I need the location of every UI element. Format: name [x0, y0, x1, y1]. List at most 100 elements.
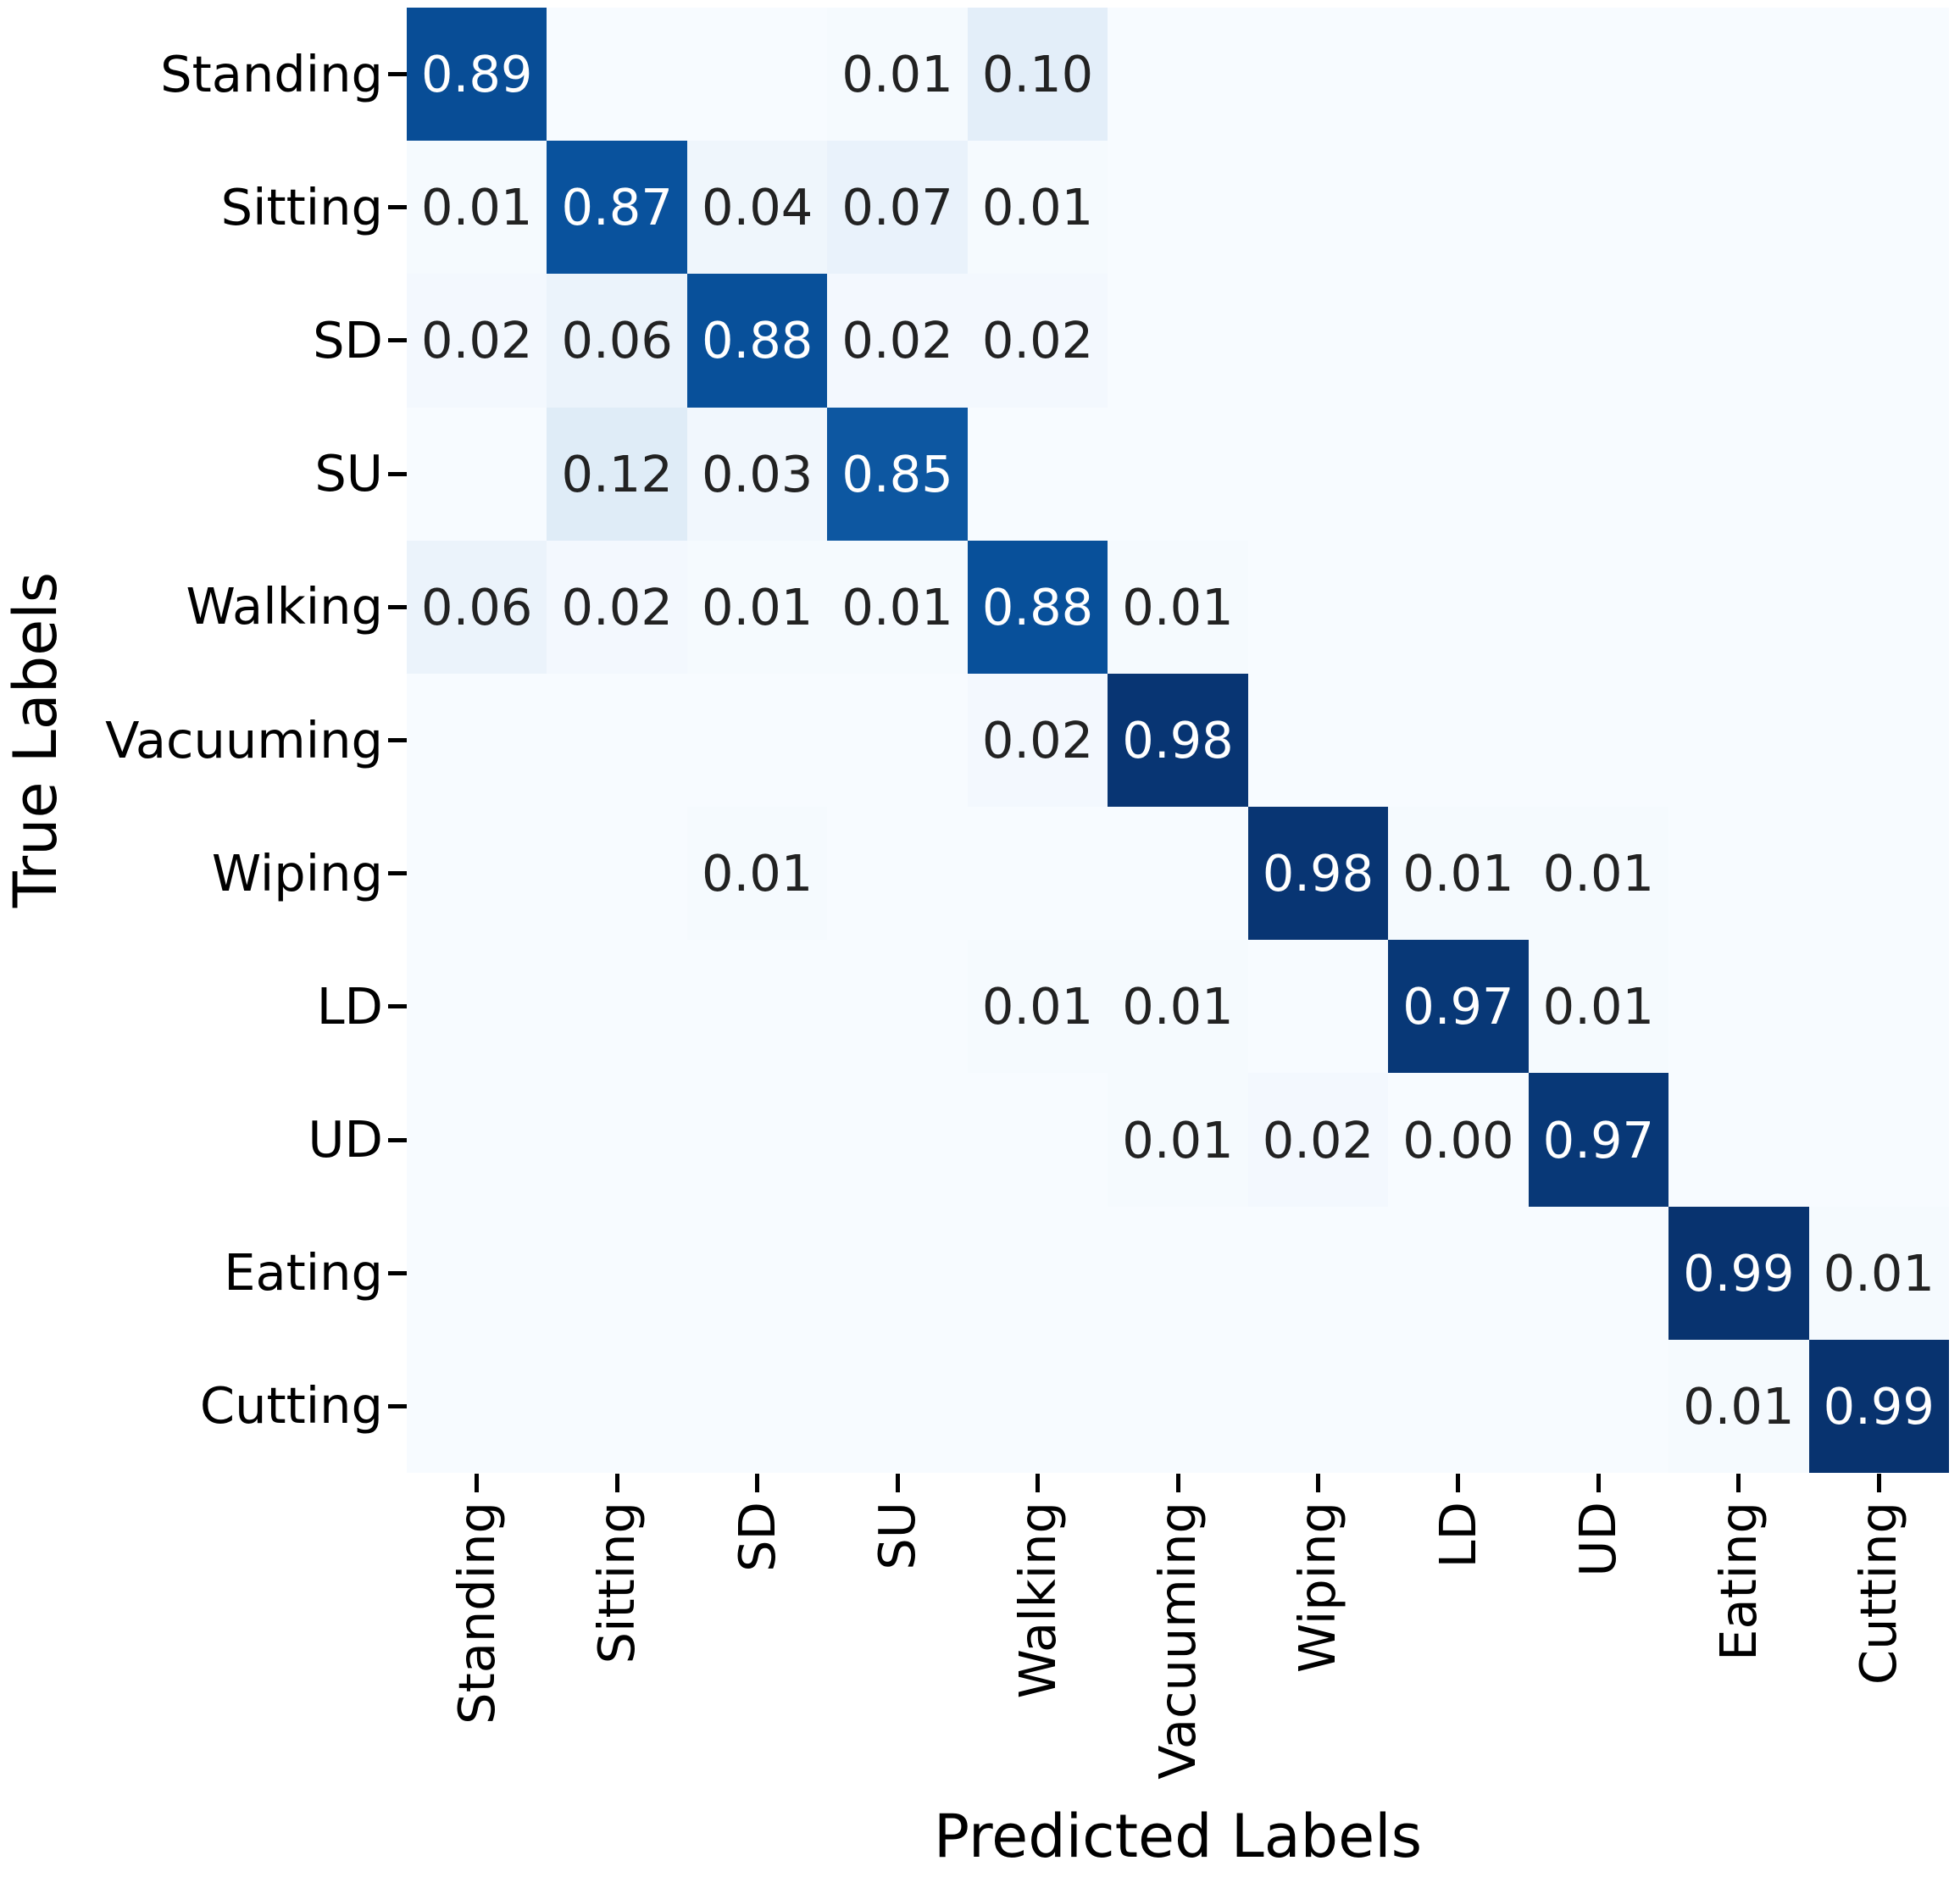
- heatmap-grid: 0.89 0.01 0.10 0.01 0.87 0.04 0.07 0.01 0.02 0.06…: [407, 8, 1949, 1473]
- cell-SD-Wiping: [1247, 274, 1389, 408]
- cell-Eating-Walking: [967, 1206, 1108, 1340]
- cell-SU-Wiping: [1247, 407, 1389, 541]
- cell-SD-Eating: [1668, 274, 1809, 408]
- cell-Walking-Cutting: [1808, 540, 1949, 674]
- cell-Vacuuming-Sitting: [547, 673, 687, 808]
- cell-SU-LD: [1388, 407, 1529, 541]
- y-tick-label-Walking: Walking: [186, 577, 383, 636]
- cell-UD-Vacuuming: 0.01: [1108, 1073, 1248, 1207]
- cell-Walking-UD: [1528, 540, 1669, 674]
- cell-Vacuuming-SD: [686, 673, 828, 808]
- cell-Walking-Walking: 0.88: [967, 540, 1108, 674]
- y-tick-mark: [388, 604, 407, 609]
- cell-Vacuuming-LD: [1388, 673, 1529, 808]
- cell-Vacuuming-Vacuuming: 0.98: [1108, 673, 1248, 808]
- cell-Vacuuming-SU: [827, 673, 968, 808]
- cell-Standing-Cutting: [1808, 8, 1949, 142]
- cell-Wiping-UD: 0.01: [1528, 807, 1669, 941]
- cell-Eating-SD: [686, 1206, 828, 1340]
- y-tick-mark: [388, 1004, 407, 1009]
- y-tick-label-Sitting: Sitting: [220, 177, 383, 236]
- cell-Vacuuming-UD: [1528, 673, 1669, 808]
- cell-Walking-LD: [1388, 540, 1529, 674]
- x-tick-mark: [1175, 1474, 1180, 1492]
- cell-Sitting-UD: [1528, 141, 1669, 275]
- x-tick-label-Standing: Standing: [447, 1502, 506, 1725]
- cell-Vacuuming-Eating: [1668, 673, 1809, 808]
- cell-Sitting-SD: 0.04: [686, 141, 828, 275]
- cell-UD-SU: [827, 1073, 968, 1207]
- cell-Standing-LD: [1388, 8, 1529, 142]
- x-tick-mark: [1036, 1474, 1041, 1492]
- cell-Standing-Wiping: [1247, 8, 1389, 142]
- y-tick-label-LD: LD: [316, 976, 383, 1036]
- cell-Vacuuming-Wiping: [1247, 673, 1389, 808]
- cell-Standing-SU: 0.01: [827, 8, 968, 142]
- cell-UD-Eating: [1668, 1073, 1809, 1207]
- cell-Cutting-UD: [1528, 1339, 1669, 1473]
- cell-Sitting-Cutting: [1808, 141, 1949, 275]
- cell-SD-SD: 0.88: [686, 274, 828, 408]
- y-axis-title: True Labels: [1, 571, 70, 908]
- x-tick-label-Wiping: Wiping: [1288, 1502, 1347, 1674]
- y-tick-mark: [388, 1403, 407, 1408]
- cell-Standing-SD: [686, 8, 828, 142]
- x-tick-label-Eating: Eating: [1708, 1502, 1768, 1661]
- cell-Sitting-Standing: 0.01: [407, 141, 547, 275]
- cell-Wiping-Cutting: [1808, 807, 1949, 941]
- cell-LD-LD: 0.97: [1388, 940, 1529, 1074]
- cell-LD-Walking: 0.01: [967, 940, 1108, 1074]
- cell-Standing-Standing: 0.89: [407, 8, 547, 142]
- cell-SU-Cutting: [1808, 407, 1949, 541]
- cell-LD-Vacuuming: 0.01: [1108, 940, 1248, 1074]
- cell-Wiping-LD: 0.01: [1388, 807, 1529, 941]
- cell-Sitting-Eating: [1668, 141, 1809, 275]
- cell-LD-UD: 0.01: [1528, 940, 1669, 1074]
- cell-Cutting-Walking: [967, 1339, 1108, 1473]
- x-tick-mark: [895, 1474, 900, 1492]
- cell-Cutting-LD: [1388, 1339, 1529, 1473]
- cell-Eating-Cutting: 0.01: [1808, 1206, 1949, 1340]
- x-tick-mark: [1596, 1474, 1601, 1492]
- cell-Standing-Sitting: [547, 8, 687, 142]
- cell-Sitting-Walking: 0.01: [967, 141, 1108, 275]
- cell-UD-Sitting: [547, 1073, 687, 1207]
- cell-UD-Standing: [407, 1073, 547, 1207]
- cell-Vacuuming-Standing: [407, 673, 547, 808]
- cell-SD-Standing: 0.02: [407, 274, 547, 408]
- cell-SU-Vacuuming: [1108, 407, 1248, 541]
- x-tick-mark: [475, 1474, 480, 1492]
- y-tick-mark: [388, 205, 407, 210]
- x-tick-mark: [614, 1474, 619, 1492]
- cell-Cutting-Wiping: [1247, 1339, 1389, 1473]
- cell-UD-Wiping: 0.02: [1247, 1073, 1389, 1207]
- cell-Eating-LD: [1388, 1206, 1529, 1340]
- cell-UD-Cutting: [1808, 1073, 1949, 1207]
- cell-SU-Sitting: 0.12: [547, 407, 687, 541]
- cell-Eating-SU: [827, 1206, 968, 1340]
- x-tick-label-UD: UD: [1569, 1502, 1628, 1577]
- cell-LD-SU: [827, 940, 968, 1074]
- y-tick-mark: [388, 72, 407, 77]
- cell-Walking-Sitting: 0.02: [547, 540, 687, 674]
- cell-LD-Eating: [1668, 940, 1809, 1074]
- y-tick-label-UD: UD: [308, 1110, 383, 1169]
- cell-Eating-Vacuuming: [1108, 1206, 1248, 1340]
- cell-Wiping-Walking: [967, 807, 1108, 941]
- cell-Standing-UD: [1528, 8, 1669, 142]
- y-tick-mark: [388, 1137, 407, 1142]
- cell-LD-SD: [686, 940, 828, 1074]
- cell-SU-SU: 0.85: [827, 407, 968, 541]
- cell-Wiping-Sitting: [547, 807, 687, 941]
- cell-Cutting-Vacuuming: [1108, 1339, 1248, 1473]
- cell-SU-Eating: [1668, 407, 1809, 541]
- cell-Cutting-SU: [827, 1339, 968, 1473]
- cell-Cutting-Eating: 0.01: [1668, 1339, 1809, 1473]
- cell-Sitting-SU: 0.07: [827, 141, 968, 275]
- cell-Walking-Wiping: [1247, 540, 1389, 674]
- cell-Standing-Walking: 0.10: [967, 8, 1108, 142]
- cell-UD-Walking: [967, 1073, 1108, 1207]
- cell-Eating-Standing: [407, 1206, 547, 1340]
- cell-Walking-Eating: [1668, 540, 1809, 674]
- cell-SU-SD: 0.03: [686, 407, 828, 541]
